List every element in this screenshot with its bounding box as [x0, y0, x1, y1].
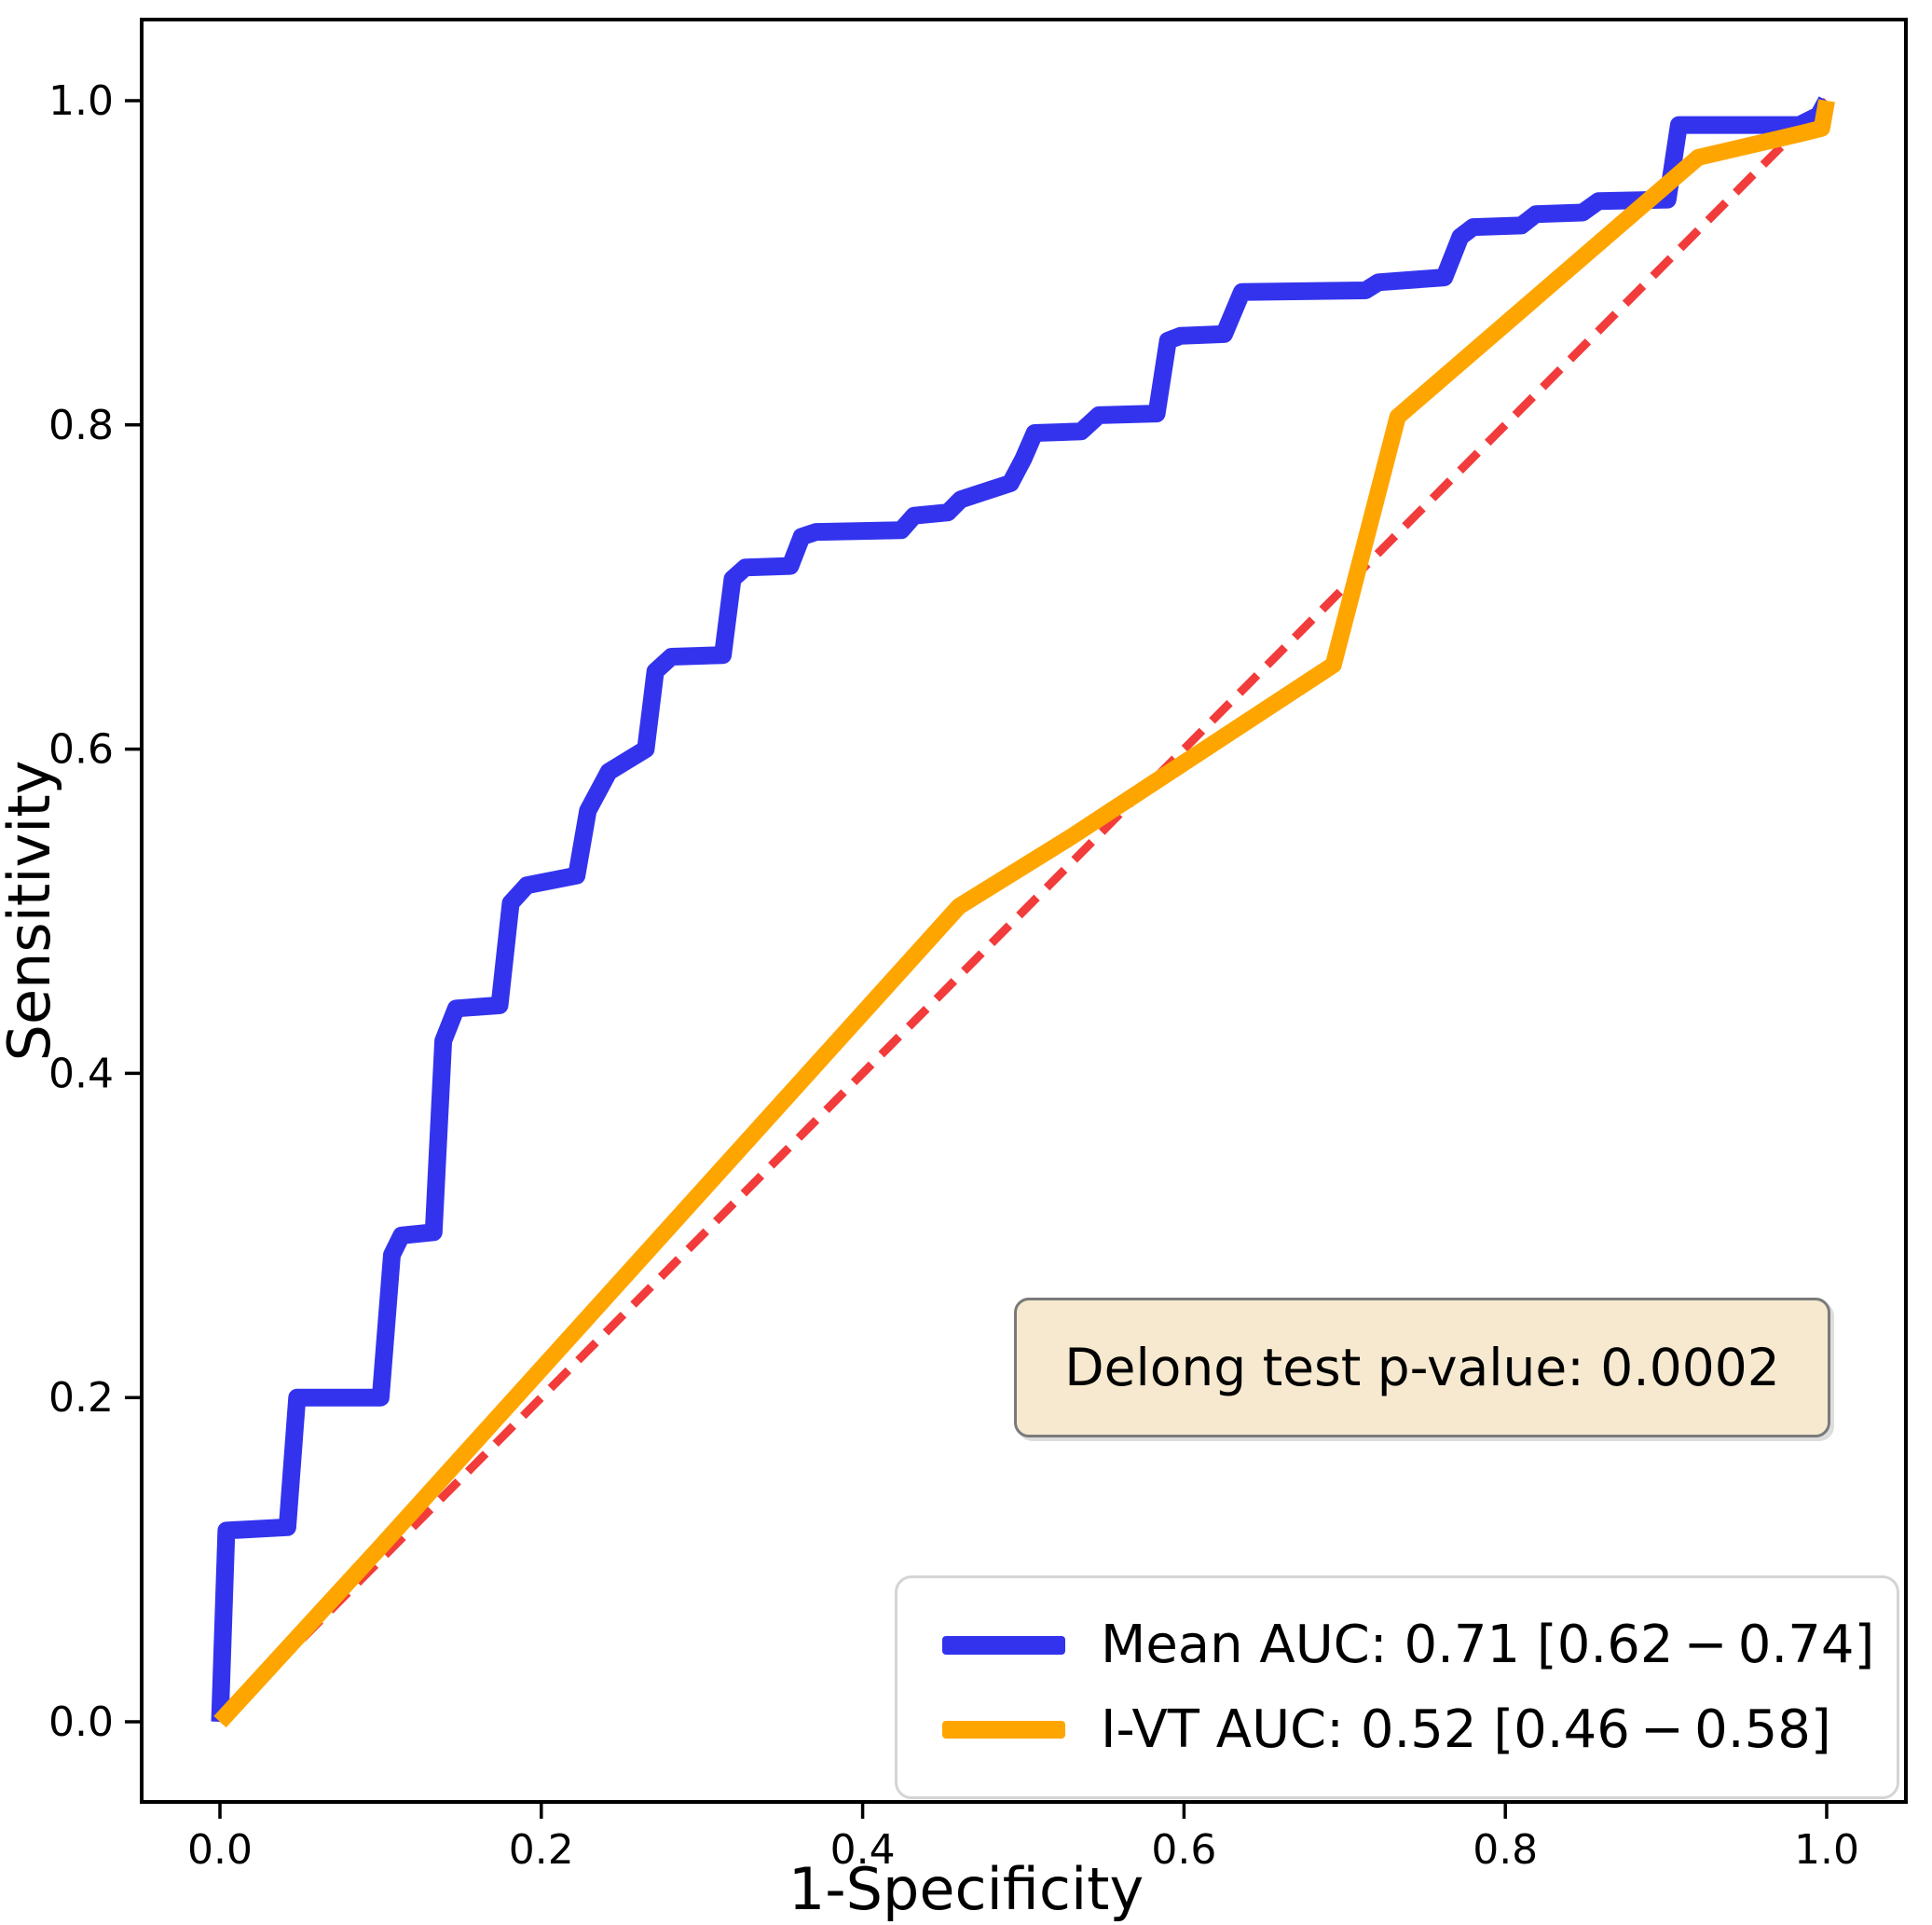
x-tick-label: 0.2: [509, 1826, 574, 1874]
legend-line-sample: [942, 1721, 1065, 1739]
x-tick-label: 0.4: [830, 1826, 896, 1874]
y-tick-label: 0.4: [48, 1050, 114, 1097]
y-tick-label: 1.0: [48, 77, 114, 125]
mean-roc-line: [211, 96, 1835, 1723]
x-tick-label: 0.6: [1151, 1826, 1216, 1874]
legend: Mean AUC: 0.71 [0.62 − 0.74] I-VT AUC: 0.…: [895, 1575, 1899, 1799]
y-tick-label: 0.8: [48, 402, 114, 449]
legend-entry-label: Mean AUC: 0.71 [0.62 − 0.74]: [1101, 1615, 1875, 1675]
legend-entry: Mean AUC: 0.71 [0.62 − 0.74]: [942, 1615, 1897, 1675]
y-tick-label: 0.0: [48, 1698, 114, 1746]
y-tick-label: 0.6: [48, 726, 114, 774]
ivt-roc-line: [213, 99, 1835, 1728]
x-tick-label: 1.0: [1794, 1826, 1859, 1874]
x-tick-label: 0.8: [1473, 1826, 1538, 1874]
plot-frame: [140, 18, 1908, 1804]
legend-entry-label: I-VT AUC: 0.52 [0.46 − 0.58]: [1101, 1699, 1831, 1760]
y-axis-label: Sensitivity: [0, 760, 63, 1062]
delong-annotation-text: Delong test p-value: 0.0002: [1064, 1338, 1780, 1397]
x-tick-label: 0.0: [187, 1826, 253, 1874]
y-tick-label: 0.2: [48, 1374, 114, 1422]
legend-line-sample: [942, 1635, 1065, 1655]
x-axis-label: 1-Specificity: [788, 1855, 1144, 1923]
chance-diagonal-line: [216, 97, 1830, 1726]
legend-entry: I-VT AUC: 0.52 [0.46 − 0.58]: [942, 1699, 1897, 1760]
delong-annotation-box: Delong test p-value: 0.0002: [1014, 1298, 1830, 1437]
